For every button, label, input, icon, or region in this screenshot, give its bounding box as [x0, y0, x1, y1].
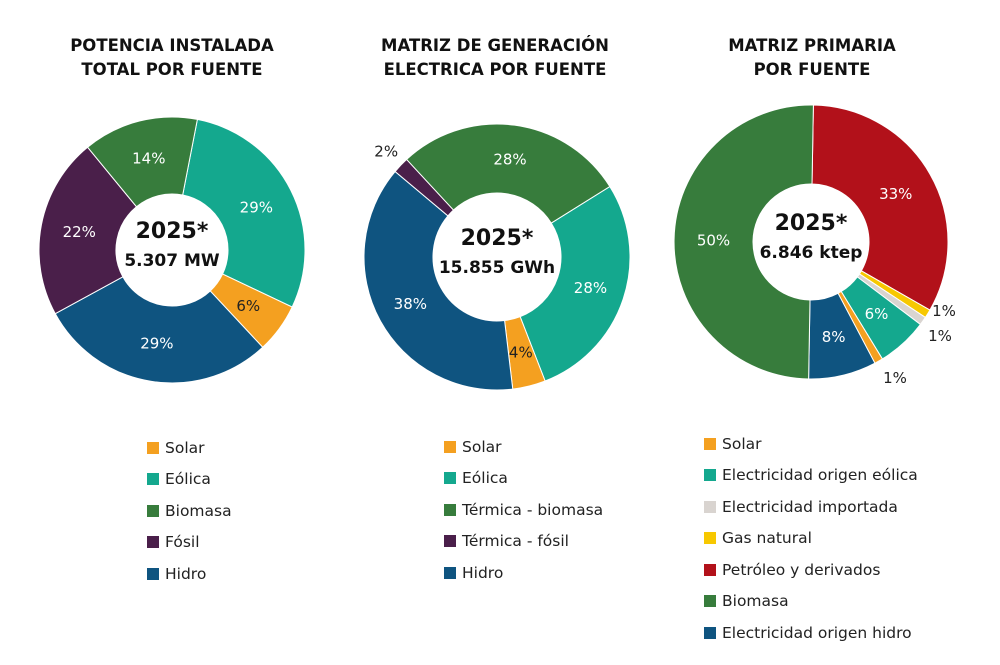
data-label: 4% [509, 344, 533, 362]
legend-item: Fósil [147, 527, 232, 559]
data-label: 8% [822, 328, 846, 346]
slice-biomasa [673, 104, 814, 380]
slice-térmica-biomasa [405, 123, 611, 224]
legend-label: Petróleo y derivados [722, 560, 881, 579]
slice-petróleo-y-derivados [811, 104, 949, 311]
legend-item: Biomasa [704, 586, 918, 618]
slice-hidro [363, 170, 514, 391]
legend-label: Gas natural [722, 529, 812, 548]
legend-swatch [147, 567, 159, 580]
legend-item: Electricidad importada [704, 491, 918, 523]
data-label: 6% [236, 297, 260, 315]
data-label: 29% [240, 198, 273, 216]
legend-item: Electricidad origen hidro [704, 617, 918, 649]
data-label: 14% [132, 149, 165, 167]
legend-swatch [704, 595, 716, 608]
data-label: 50% [697, 231, 730, 249]
legend-swatch [147, 441, 159, 454]
data-label: 6% [865, 305, 889, 323]
legend-label: Eólica [462, 469, 508, 488]
legend-label: Eólica [165, 470, 211, 489]
legend-item: Biomasa [147, 495, 232, 527]
legend-label: Solar [722, 434, 762, 453]
legend-label: Biomasa [165, 501, 232, 520]
legend-item: Solar [444, 431, 603, 463]
chart-3-legend: Solar Electricidad origen eólica Electrici… [704, 428, 918, 649]
legend-label: Solar [165, 438, 205, 457]
legend-item: Hidro [147, 558, 232, 590]
legend-label: Térmica - biomasa [462, 500, 604, 519]
data-label: 33% [879, 185, 912, 203]
legend-swatch [704, 563, 716, 576]
data-label: 1% [883, 369, 907, 387]
center-year: 2025* [136, 219, 209, 244]
donut-hole [754, 185, 868, 299]
legend-item: Solar [704, 428, 918, 460]
legend-label: Electricidad origen eólica [722, 466, 918, 485]
legend-swatch [704, 626, 716, 639]
chart-2-title: MATRIZ DE GENERACIÓN ELECTRICA POR FUENT… [381, 36, 609, 79]
slice-fósil [38, 146, 138, 315]
legend-label: Hidro [165, 564, 207, 583]
legend-swatch [704, 469, 716, 482]
center-total: 15.855 GWh [439, 258, 555, 278]
chart-2-legend: Solar Eólica Térmica - biomasa Térmica - fó… [444, 431, 603, 589]
legend-label: Electricidad importada [722, 497, 898, 516]
slice-eólica [182, 118, 306, 308]
data-label: 2% [374, 142, 398, 160]
legend-item: Gas natural [704, 523, 918, 555]
legend-item: Electricidad origen eólica [704, 460, 918, 492]
donut-hole [434, 194, 560, 320]
data-label: 1% [932, 302, 956, 320]
slice-biomasa [86, 116, 198, 208]
data-label: 1% [928, 327, 952, 345]
slice-hidro [54, 276, 264, 384]
legend-swatch [147, 536, 159, 549]
legend-item: Eólica [147, 464, 232, 496]
data-label: 22% [63, 223, 96, 241]
legend-swatch [704, 532, 716, 545]
data-label: 38% [394, 295, 427, 313]
legend-swatch [704, 500, 716, 513]
legend-label: Hidro [462, 563, 504, 582]
center-year: 2025* [775, 211, 848, 236]
legend-swatch [704, 437, 716, 450]
chart-1-title: POTENCIA INSTALADA TOTAL POR FUENTE [70, 36, 274, 79]
legend-swatch [444, 440, 456, 453]
legend-item: Eólica [444, 463, 603, 495]
slice-eólica [519, 185, 631, 382]
legend-swatch [444, 472, 456, 485]
data-label: 29% [140, 334, 173, 352]
legend-swatch [444, 535, 456, 548]
center-total: 6.846 ktep [760, 243, 863, 263]
legend-swatch [444, 503, 456, 516]
data-label: 28% [574, 279, 607, 297]
legend-label: Térmica - fósil [462, 532, 569, 551]
legend-item: Solar [147, 432, 232, 464]
legend-item: Hidro [444, 557, 603, 589]
center-total: 5.307 MW [124, 251, 220, 271]
center-year: 2025* [461, 226, 534, 251]
legend-swatch [147, 473, 159, 486]
legend-item: Térmica - biomasa [444, 494, 603, 526]
legend-item: Térmica - fósil [444, 526, 603, 558]
legend-item: Petróleo y derivados [704, 554, 918, 586]
donut-hole [117, 195, 227, 305]
legend-label: Biomasa [722, 592, 789, 611]
legend-label: Solar [462, 437, 502, 456]
data-label: 28% [493, 150, 526, 168]
legend-swatch [444, 566, 456, 579]
chart-3-title: MATRIZ PRIMARIA POR FUENTE [728, 36, 896, 79]
legend-label: Electricidad origen hidro [722, 623, 912, 642]
legend-label: Fósil [165, 533, 200, 552]
chart-1-legend: Solar Eólica Biomasa Fósil Hidro [147, 432, 232, 590]
legend-swatch [147, 504, 159, 517]
